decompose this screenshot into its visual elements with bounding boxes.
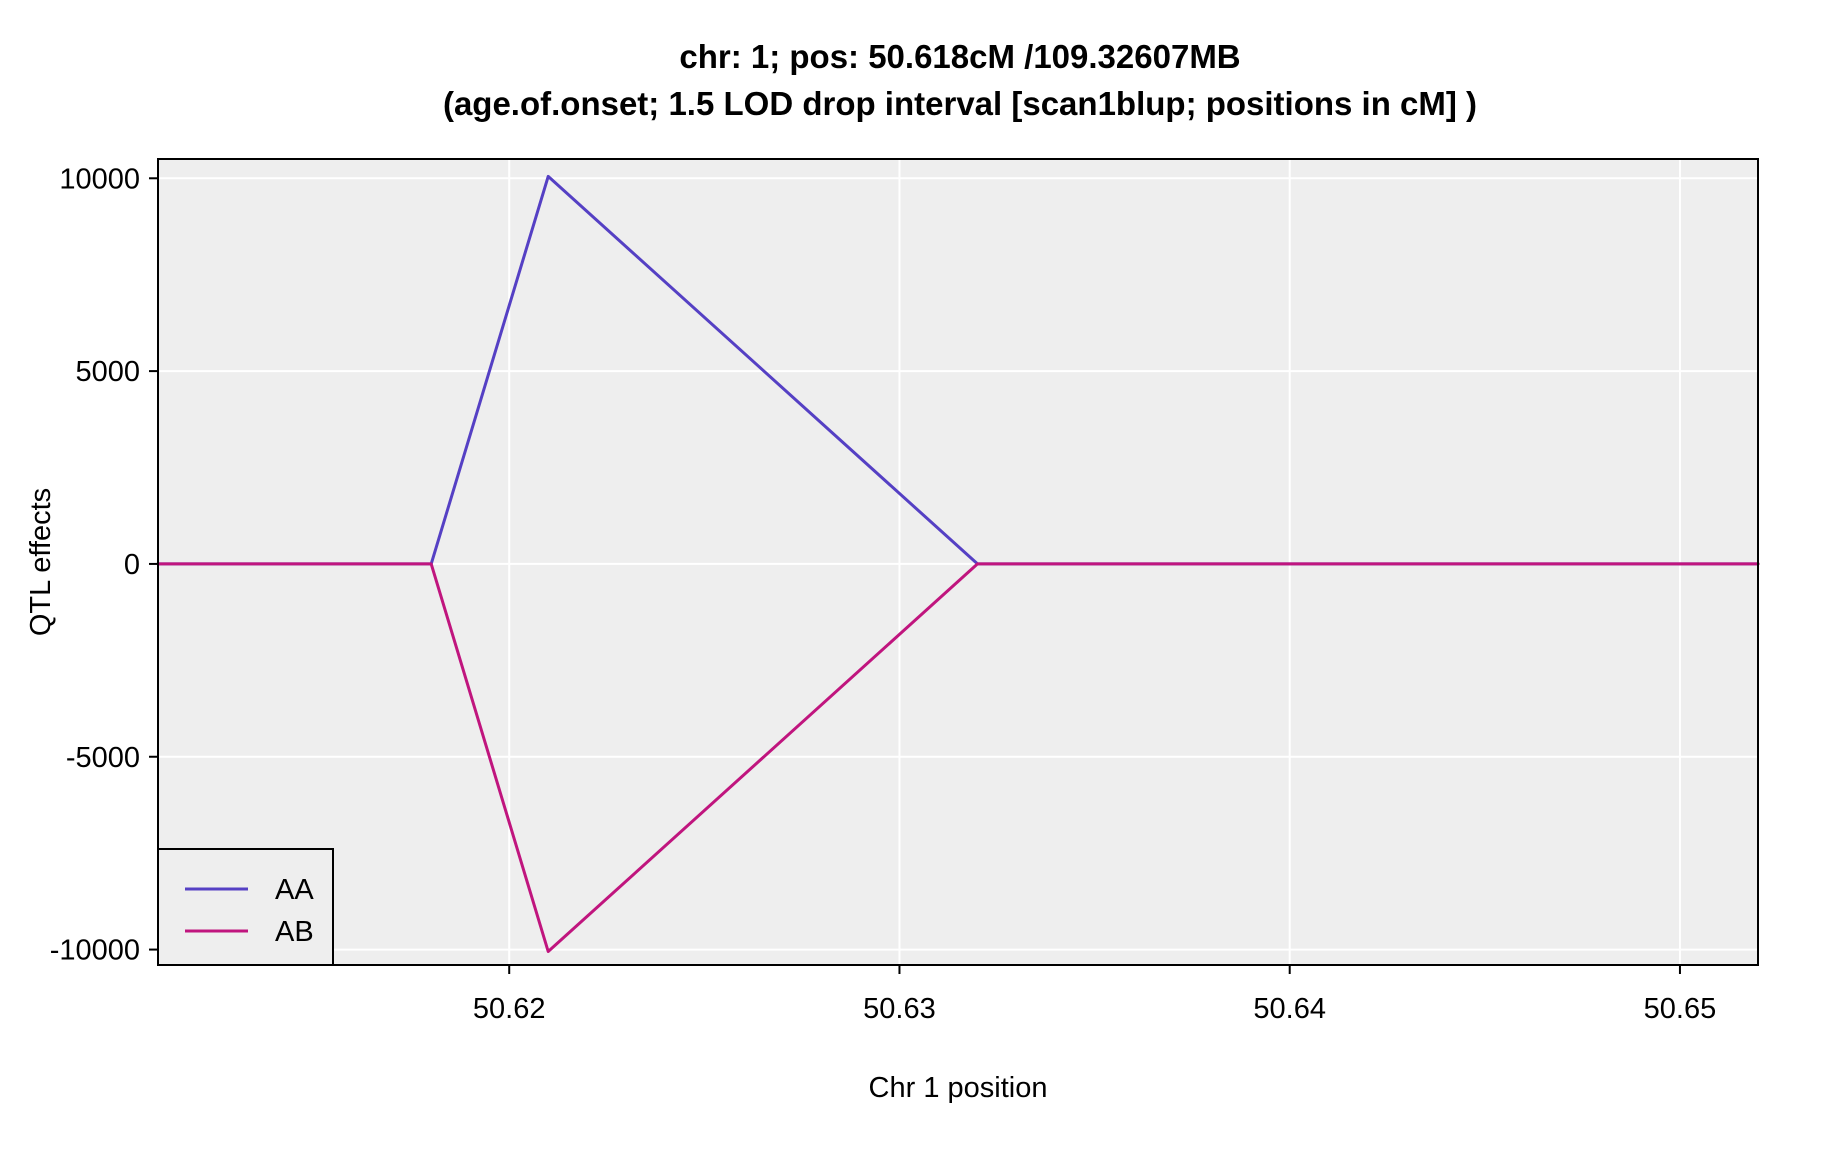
y-tick-label: -10000 bbox=[50, 935, 140, 967]
x-tick-label: 50.65 bbox=[1644, 993, 1717, 1025]
y-axis-ticks: -10000 -5000 0 5000 10000 bbox=[50, 163, 158, 967]
x-axis-ticks: 50.62 50.63 50.64 50.65 bbox=[473, 965, 1716, 1025]
chart-title-line-1: chr: 1; pos: 50.618cM /109.32607MB bbox=[679, 38, 1240, 75]
plot-frame bbox=[157, 158, 1759, 966]
y-tick-label: -5000 bbox=[66, 742, 140, 774]
legend-label-ab: AB bbox=[275, 916, 314, 948]
legend: AA AB bbox=[157, 848, 334, 966]
x-tick-label: 50.63 bbox=[863, 993, 936, 1025]
chart-title-line-2: (age.of.onset; 1.5 LOD drop interval [sc… bbox=[443, 85, 1477, 122]
x-tick-label: 50.64 bbox=[1253, 993, 1326, 1025]
y-tick-label: 5000 bbox=[75, 356, 140, 388]
y-tick-label: 10000 bbox=[59, 163, 140, 195]
y-axis-label: QTL effects bbox=[25, 488, 57, 636]
x-axis-label: Chr 1 position bbox=[869, 1072, 1048, 1104]
legend-box bbox=[157, 848, 334, 966]
data-series bbox=[156, 174, 1760, 953]
y-tick-label: 0 bbox=[124, 549, 140, 581]
series-line-ab bbox=[156, 562, 1760, 953]
plot-panel bbox=[158, 159, 1758, 965]
x-tick-label: 50.62 bbox=[473, 993, 546, 1025]
legend-label-aa: AA bbox=[275, 874, 314, 906]
